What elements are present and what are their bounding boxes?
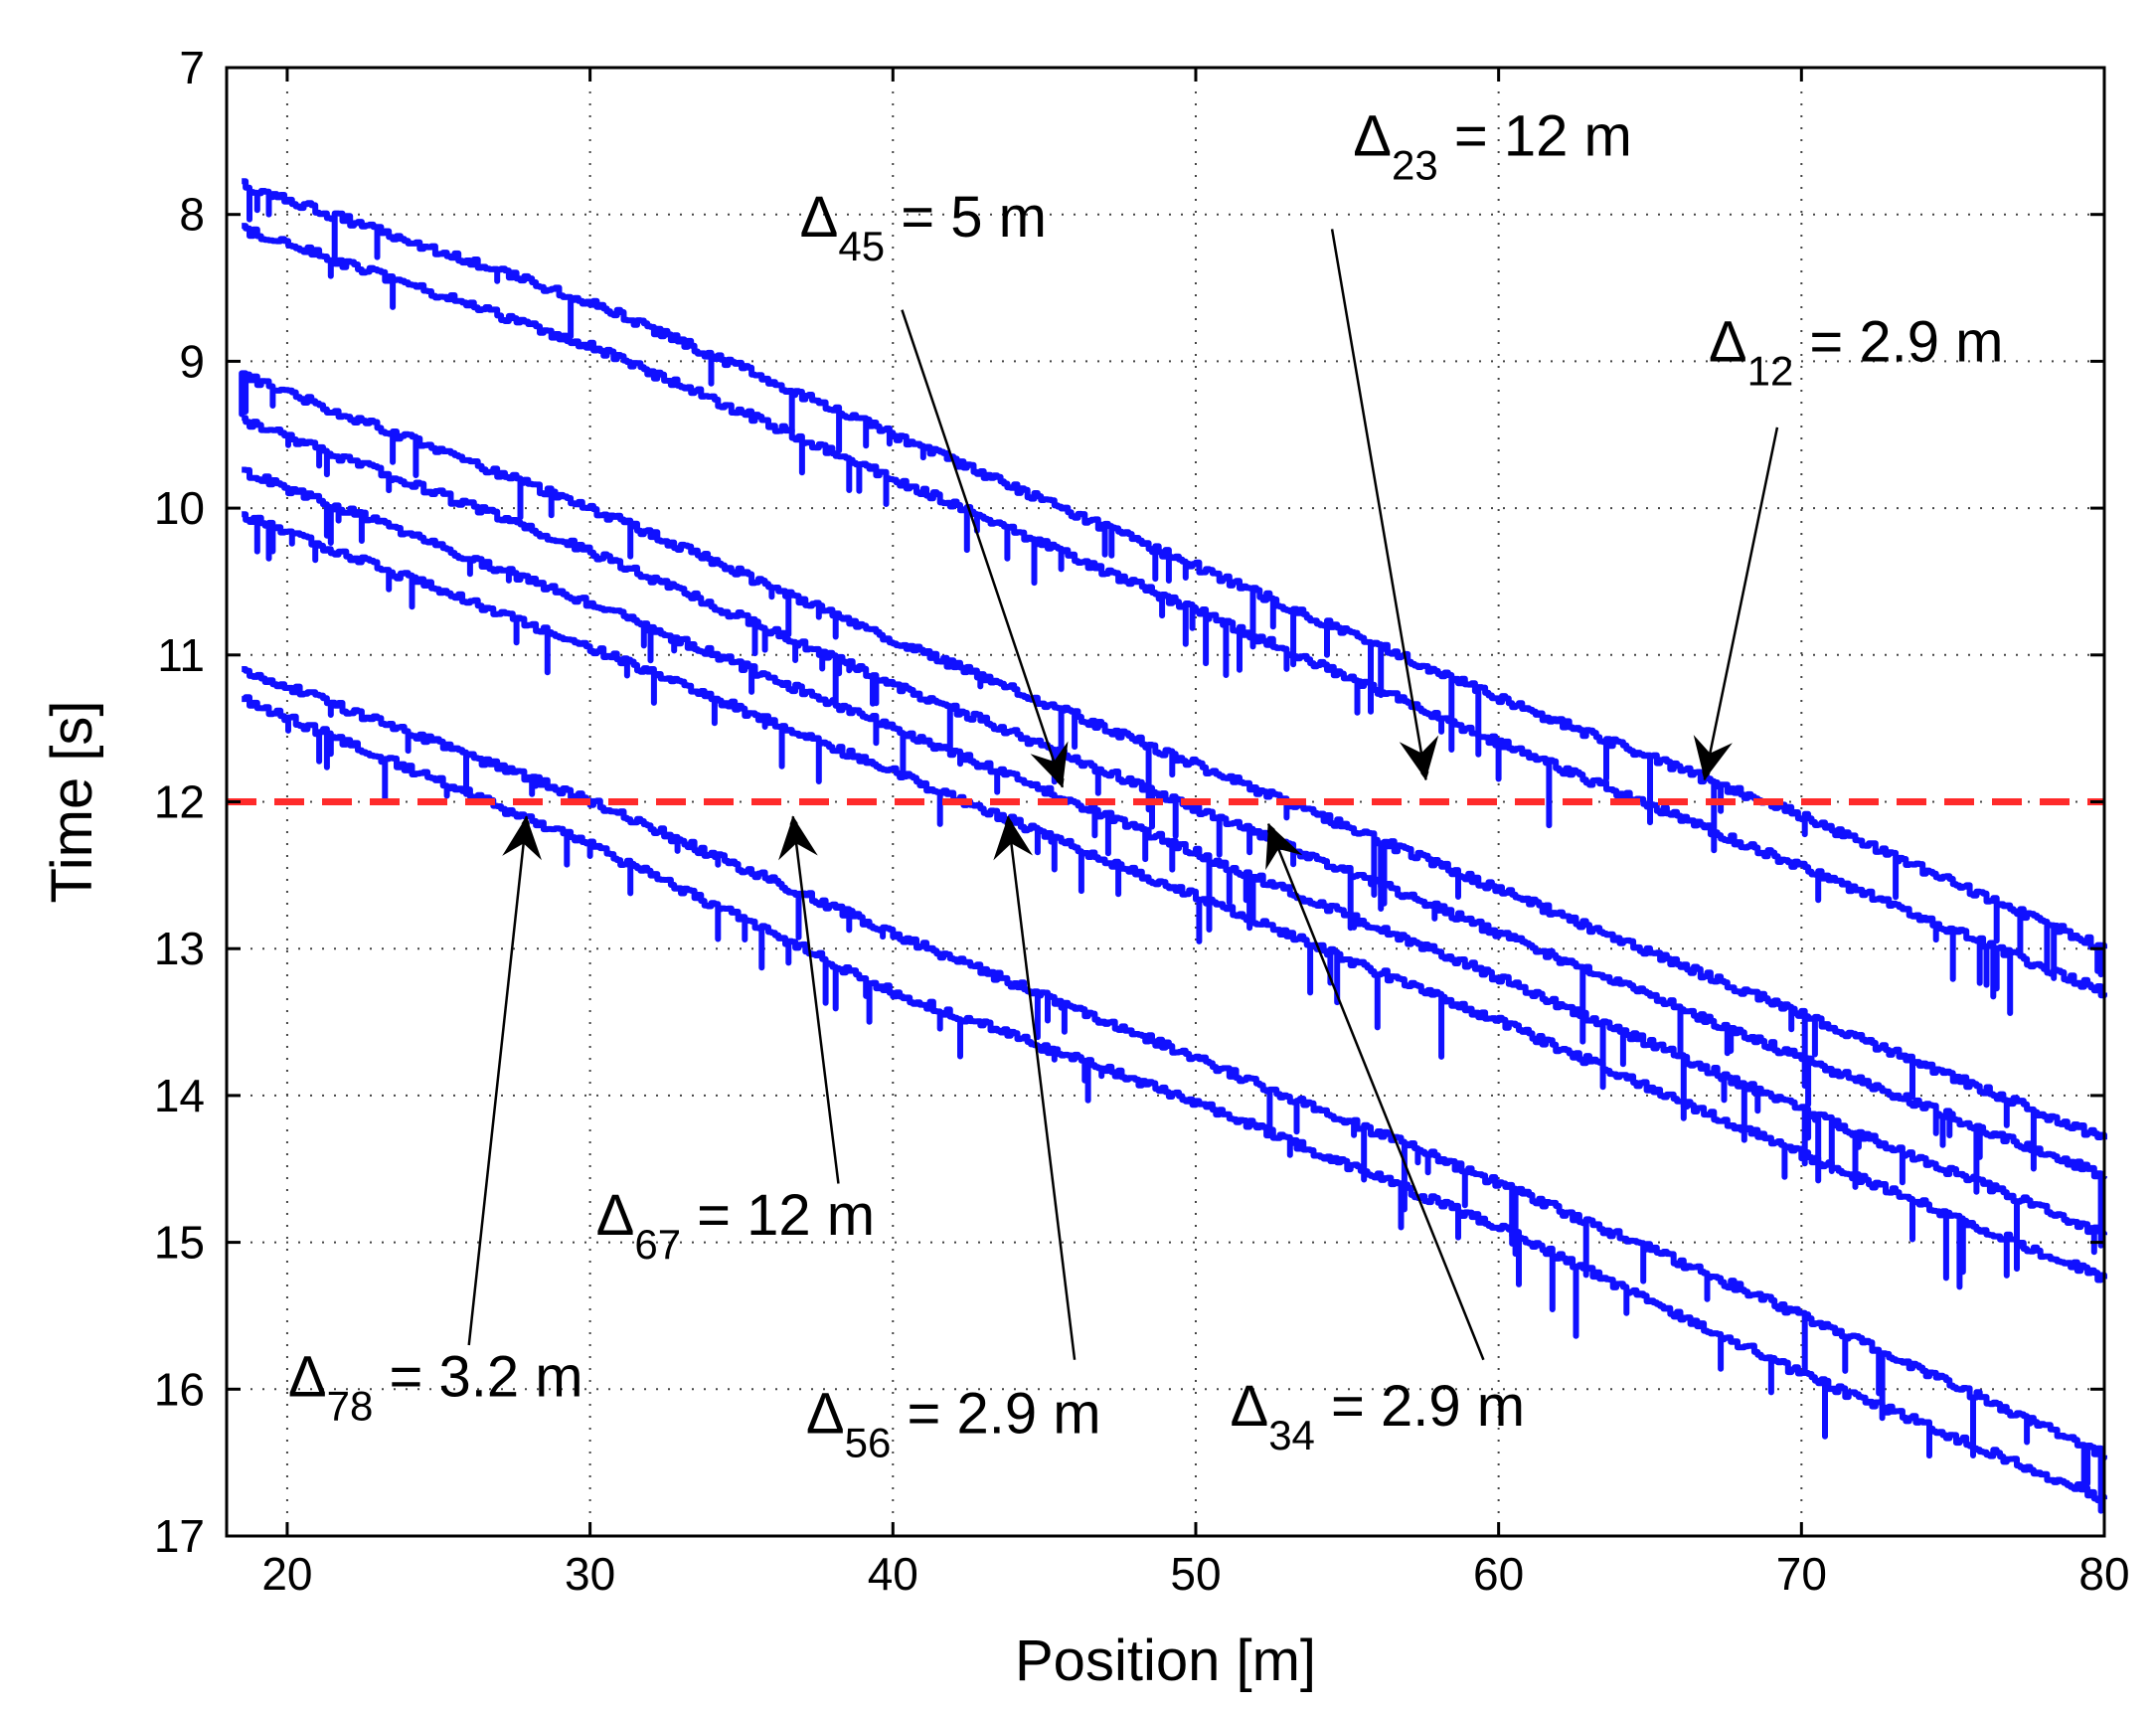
annotation-label-56: Δ56 = 2.9 m (806, 1382, 1101, 1466)
annotation-delta: Δ (800, 185, 839, 250)
annotation-subscript: 34 (1268, 1412, 1315, 1458)
annotation-subscript: 67 (634, 1221, 681, 1268)
tick-marks (227, 66, 2106, 1538)
series-line-3 (239, 370, 2107, 1172)
annotation-delta: Δ (596, 1183, 635, 1248)
annotation-value: = 12 m (1438, 104, 1632, 169)
annotation-delta: Δ (288, 1345, 327, 1410)
y-tick-label-16: 16 (154, 1363, 205, 1415)
annotation-delta: Δ (1353, 104, 1392, 169)
x-axis-title: Position [m] (1015, 1628, 1316, 1693)
series-group (239, 178, 2107, 1514)
annotation-arrowhead-34 (1265, 823, 1303, 871)
x-tick-label-80: 80 (2078, 1548, 2129, 1600)
series-line-7 (242, 666, 2107, 1514)
series-line-6 (242, 511, 2107, 1290)
y-tick-label-12: 12 (154, 776, 205, 828)
annotation-arrow-45 (901, 309, 1065, 788)
annotation-value: = 2.9 m (1793, 309, 2003, 374)
annotation-subscript: 45 (838, 223, 885, 269)
annotation-label-23: Δ23 = 12 m (1353, 104, 1632, 189)
series-line-2 (242, 223, 2107, 1016)
annotation-value: = 12 m (681, 1183, 875, 1248)
annotation-delta: Δ (806, 1382, 845, 1447)
annotation-subscript: 23 (1392, 142, 1438, 189)
annotation-arrowhead-12 (1693, 735, 1733, 780)
annotation-arrowhead-23 (1399, 735, 1439, 780)
y-tick-label-13: 13 (154, 923, 205, 974)
annotation-label-45: Δ45 = 5 m (800, 185, 1047, 269)
annotation-delta: Δ (1709, 309, 1747, 374)
annotation-arrowhead-67 (778, 816, 818, 861)
annotation-value: = 5 m (885, 185, 1047, 250)
x-tick-label-70: 70 (1776, 1548, 1827, 1600)
annotation-arrow-23 (1330, 229, 1429, 781)
annotation-value: = 2.9 m (1315, 1374, 1525, 1439)
x-tick-label-30: 30 (565, 1548, 615, 1600)
annotation-subscript: 12 (1747, 347, 1794, 394)
series-line-1 (242, 178, 2107, 981)
y-tick-label-11: 11 (157, 629, 205, 681)
annotation-label-12: Δ12 = 2.9 m (1709, 309, 2004, 394)
y-tick-label-17: 17 (154, 1510, 205, 1562)
annotation-label-67: Δ67 = 12 m (596, 1183, 876, 1268)
annotation-arrowhead-78 (502, 816, 542, 861)
y-tick-label-14: 14 (154, 1070, 205, 1121)
x-tick-label-20: 20 (261, 1548, 312, 1600)
annotation-label-34: Δ34 = 2.9 m (1230, 1374, 1525, 1458)
y-tick-label-8: 8 (179, 189, 205, 241)
x-tick-label-40: 40 (868, 1548, 918, 1600)
series-line-4 (242, 415, 2107, 1249)
annotation-arrow-56 (1004, 815, 1077, 1360)
annotation-value: = 2.9 m (891, 1382, 1100, 1447)
annotation-delta: Δ (1230, 1374, 1268, 1439)
series-line-8 (242, 694, 2107, 1504)
annotation-subscript: 78 (327, 1383, 374, 1430)
y-tick-label-15: 15 (154, 1217, 205, 1269)
annotation-arrow-78 (467, 815, 531, 1346)
annotation-subscript: 56 (845, 1420, 892, 1466)
y-tick-label-7: 7 (179, 42, 205, 93)
annotation-arrow-12 (1702, 427, 1779, 781)
x-tick-label-50: 50 (1170, 1548, 1221, 1600)
annotation-arrow-34 (1266, 822, 1485, 1361)
annotation-arrowhead-45 (1030, 741, 1069, 787)
y-tick-label-9: 9 (179, 335, 205, 387)
y-axis-title: Time [s] (40, 700, 104, 903)
annotation-value: = 3.2 m (373, 1345, 582, 1410)
annotation-arrow-67 (789, 815, 840, 1184)
annotation-arrowhead-56 (993, 816, 1034, 861)
x-tick-label-60: 60 (1473, 1548, 1524, 1600)
annotation-label-78: Δ78 = 3.2 m (288, 1345, 583, 1430)
series-line-5 (242, 466, 2107, 1273)
y-tick-label-10: 10 (154, 482, 205, 534)
